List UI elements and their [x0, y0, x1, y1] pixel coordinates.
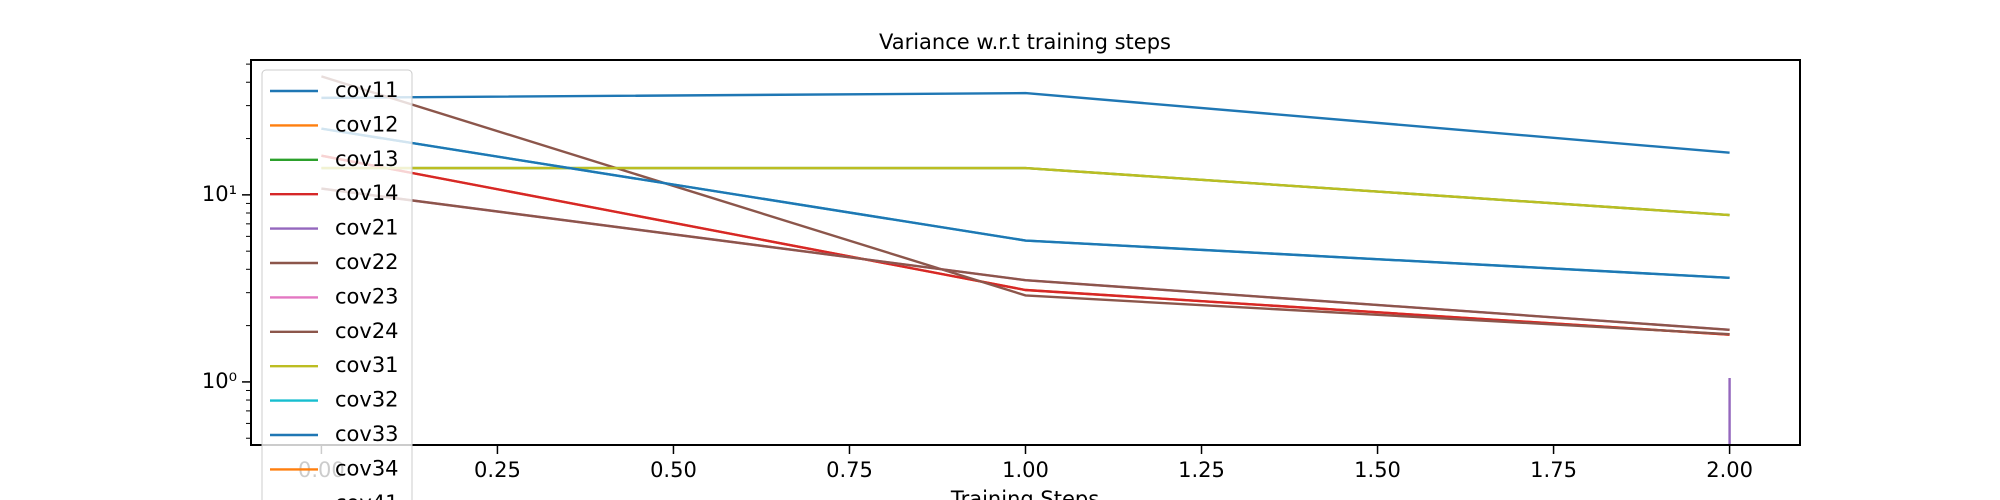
legend-label: cov21: [335, 216, 399, 240]
legend-label: cov33: [335, 422, 399, 446]
x-tick-label: 0.75: [826, 458, 873, 482]
series-line: [321, 154, 1730, 336]
legend-label: cov22: [335, 250, 399, 274]
legend-label: cov31: [335, 353, 399, 377]
axes-frame: [250, 59, 1801, 446]
chart-title: Variance w.r.t training steps: [879, 30, 1171, 54]
x-tick-label: 1.00: [1002, 458, 1049, 482]
series-line: [321, 166, 1730, 217]
x-tick-label: 1.25: [1178, 458, 1225, 482]
x-tick-label: 1.50: [1354, 458, 1401, 482]
series-line: [321, 187, 1730, 331]
x-tick-label: 2.00: [1706, 458, 1753, 482]
x-tick-label: 0.25: [474, 458, 521, 482]
plot-area: [321, 75, 1731, 445]
y-tick-label: 10¹: [202, 182, 237, 206]
y-tick-label: 10⁰: [202, 369, 237, 393]
series-line: [321, 75, 1730, 336]
legend-label: cov41: [335, 491, 399, 500]
series-line: [321, 166, 1730, 217]
x-axis-label: Training Steps: [950, 487, 1099, 500]
legend-label: cov34: [335, 456, 399, 480]
x-tick-label: 0.50: [650, 458, 697, 482]
series-line: [321, 154, 1730, 336]
series-line: [321, 91, 1730, 154]
legend-label: cov14: [335, 181, 399, 205]
legend-label: cov32: [335, 388, 399, 412]
series-line: [321, 127, 1730, 280]
legend-label: cov24: [335, 319, 399, 343]
series-line: [321, 127, 1730, 280]
legend-label: cov11: [335, 78, 399, 102]
legend-box: [261, 69, 413, 500]
series-line: [321, 187, 1730, 331]
legend-label: cov13: [335, 147, 399, 171]
legend-label: cov23: [335, 284, 399, 308]
x-tick-label: 1.75: [1530, 458, 1577, 482]
legend-label: cov12: [335, 112, 399, 136]
